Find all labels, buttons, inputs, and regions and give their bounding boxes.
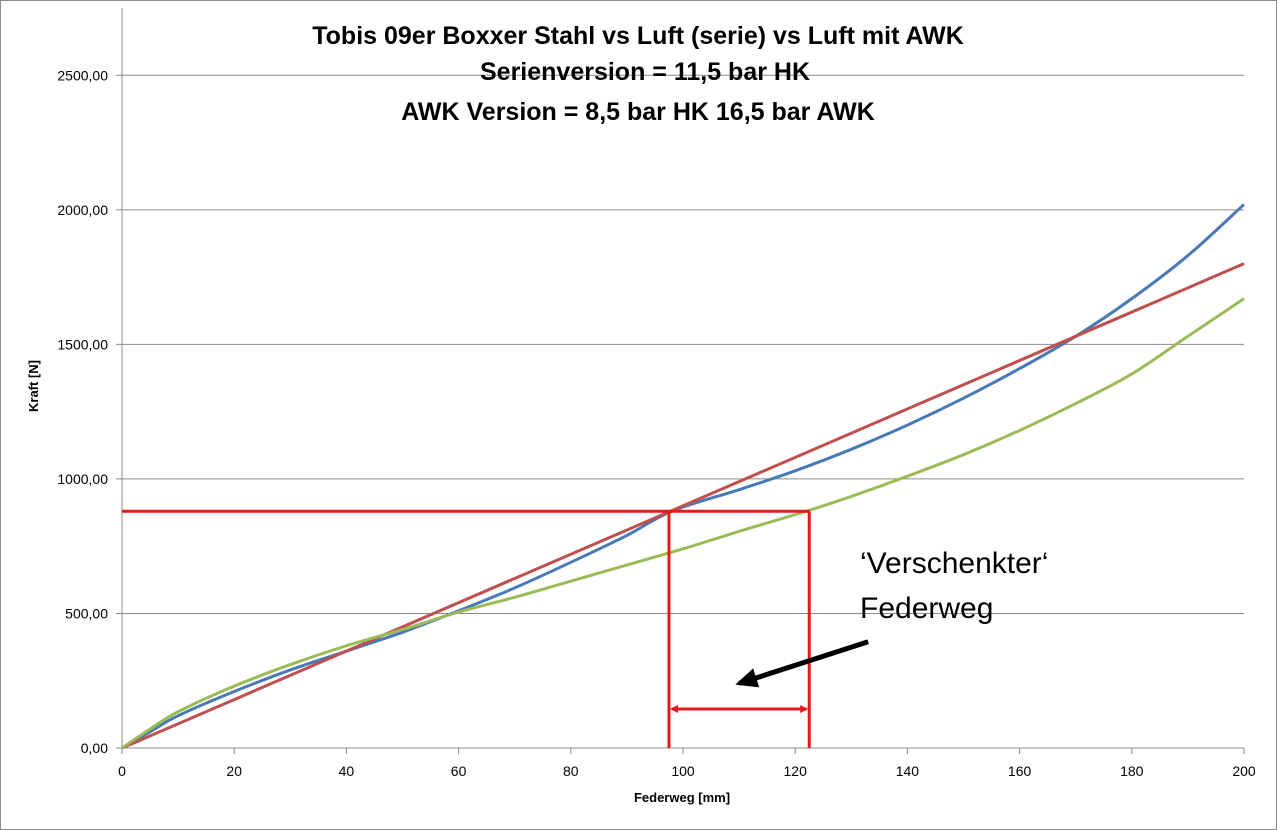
x-tick-label: 20 — [226, 763, 242, 779]
x-tick-label: 60 — [451, 763, 467, 779]
title-line-3: AWK Version = 8,5 bar HK 16,5 bar AWK — [401, 98, 875, 126]
x-axis-title: Federweg [mm] — [634, 790, 730, 805]
x-tick-label: 140 — [896, 763, 920, 779]
axes: 0 20 40 60 80 100 120 140 160 180 2000,00500,00100… — [57, 8, 1256, 779]
annotation-line-1: ‘Verschenkter‘ — [860, 547, 1048, 580]
series-line-1 — [121, 203, 1246, 750]
y-axis-title: Kraft [N] — [26, 360, 41, 412]
y-tick-label: 2500,00 — [57, 67, 108, 83]
x-tick-label: 0 — [118, 763, 126, 779]
y-tick-label: 1500,00 — [57, 336, 108, 352]
x-tick-label: 160 — [1008, 763, 1032, 779]
x-tick-label: 40 — [339, 763, 355, 779]
overlay-markers — [122, 509, 811, 748]
annotation: ‘Verschenkter‘ Federweg — [735, 547, 1048, 688]
chart-title: Tobis 09er Boxxer Stahl vs Luft (serie) … — [312, 22, 964, 126]
x-tick-label: 80 — [563, 763, 579, 779]
x-tick-label: 120 — [784, 763, 808, 779]
annotation-arrow — [735, 639, 869, 688]
x-tick-label: 180 — [1120, 763, 1144, 779]
series-line-2 — [121, 262, 1245, 750]
y-tick-label: 1000,00 — [57, 471, 108, 487]
title-line-2: Serienversion = 11,5 bar HK — [480, 58, 810, 86]
grid — [122, 74, 1244, 614]
y-tick-label: 0,00 — [81, 740, 108, 756]
annotation-line-2: Federweg — [860, 592, 993, 625]
y-tick-label: 2000,00 — [57, 202, 108, 218]
x-tick-label: 200 — [1232, 763, 1256, 779]
series-layer — [121, 203, 1246, 750]
series-line-3 — [121, 297, 1245, 750]
title-line-1: Tobis 09er Boxxer Stahl vs Luft (serie) … — [312, 22, 964, 50]
y-tick-label: 500,00 — [65, 605, 108, 621]
x-tick-label: 100 — [671, 763, 695, 779]
